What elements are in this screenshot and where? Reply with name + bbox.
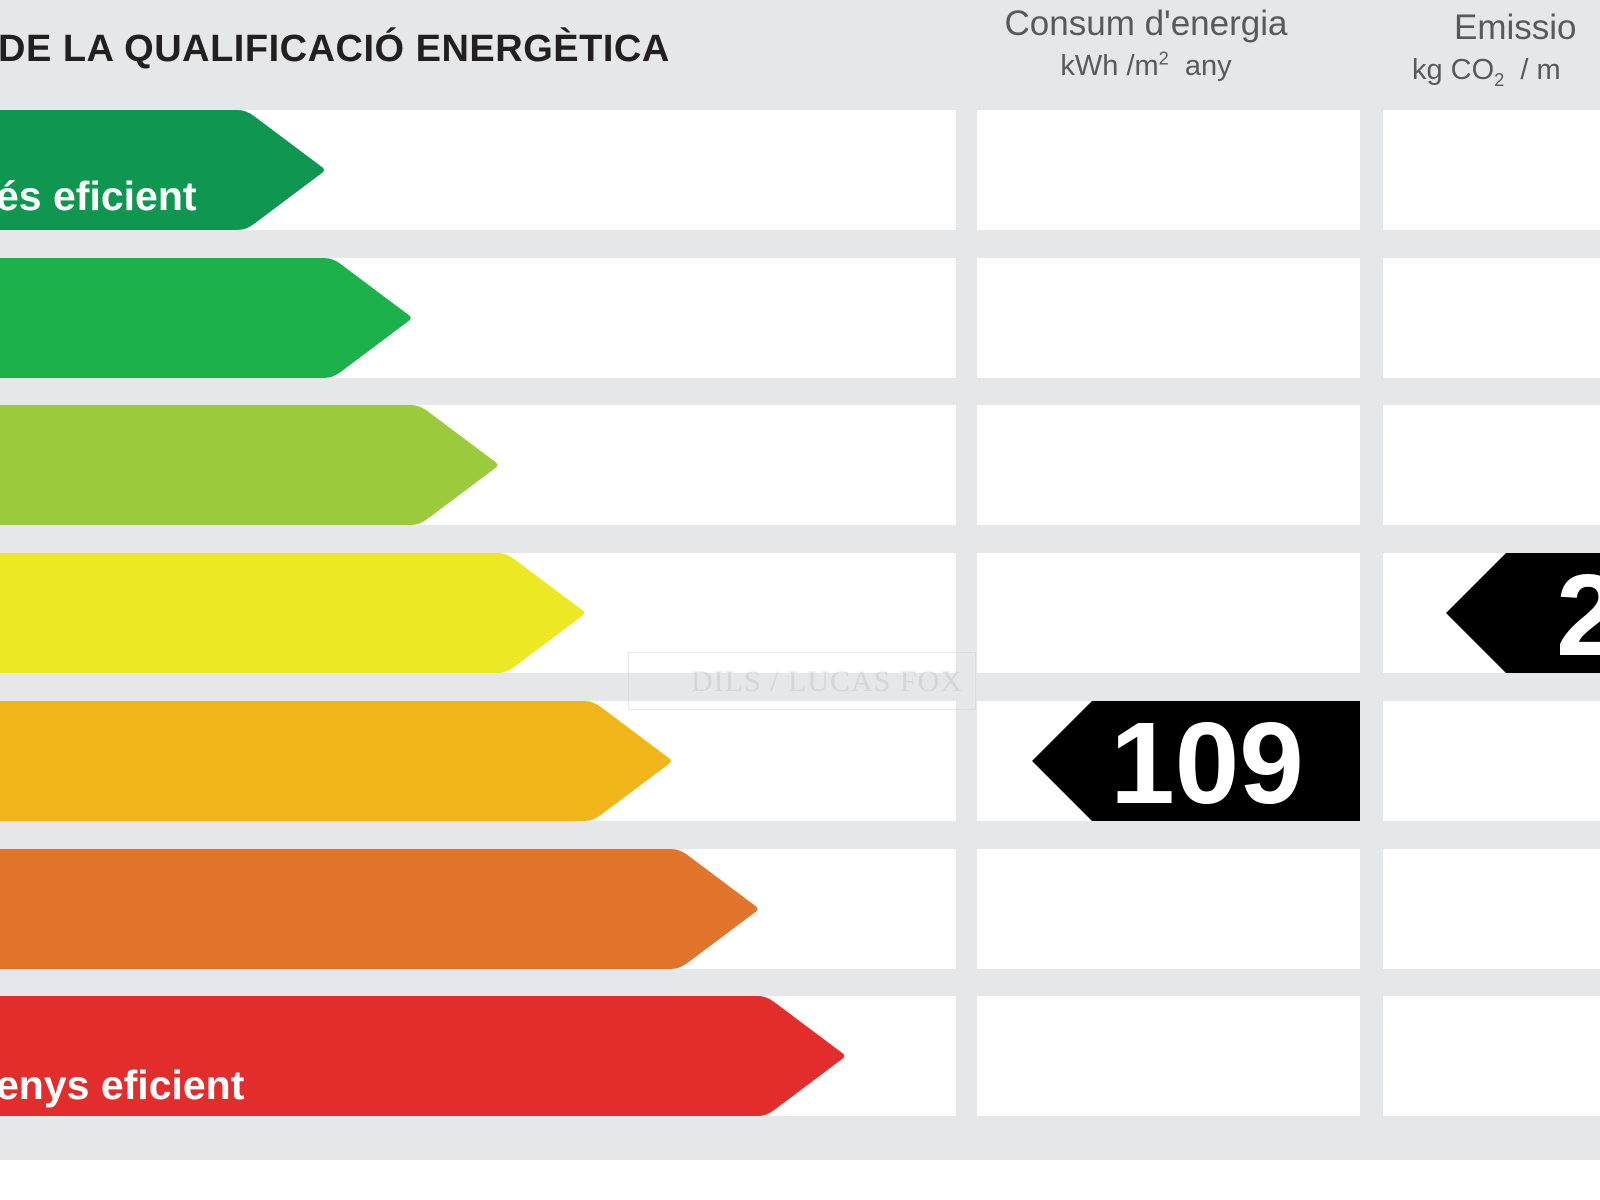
watermark: DILS / LUCAS FOX bbox=[628, 652, 976, 710]
class-arrow-6 bbox=[0, 996, 845, 1116]
row-cell-consumption bbox=[977, 849, 1360, 969]
consumption-unit-main: kWh /m bbox=[1060, 50, 1159, 82]
emissions-unit-tail: / m bbox=[1520, 54, 1561, 86]
row-cell-emissions bbox=[1383, 405, 1600, 525]
consumption-unit-tail: any bbox=[1184, 50, 1232, 82]
row-cell-consumption bbox=[977, 996, 1360, 1116]
class-arrow-2 bbox=[0, 405, 498, 525]
most-efficient-label: és eficient bbox=[0, 173, 197, 219]
row-cell-consumption bbox=[977, 553, 1360, 673]
row-cell-consumption bbox=[977, 110, 1360, 230]
consumption-title: Consum d'energia bbox=[1004, 4, 1288, 43]
row-cell-emissions bbox=[1383, 258, 1600, 378]
row-cell-consumption bbox=[977, 405, 1360, 525]
rating-value-emissions: 2 bbox=[1556, 550, 1600, 680]
class-arrow-4 bbox=[0, 701, 671, 821]
row-cell-emissions bbox=[1383, 110, 1600, 230]
consumption-unit: kWh /m2 any bbox=[958, 46, 1334, 86]
consumption-unit-sup: 2 bbox=[1158, 48, 1169, 69]
emissions-header: Emissio kg CO2 / m bbox=[1412, 6, 1577, 90]
class-arrow-0 bbox=[0, 110, 324, 230]
class-arrow-3 bbox=[0, 553, 585, 673]
row-cell-emissions bbox=[1383, 996, 1600, 1116]
row-cell-emissions bbox=[1383, 701, 1600, 821]
emissions-unit-main: kg CO bbox=[1412, 54, 1495, 86]
row-cell-consumption bbox=[977, 258, 1360, 378]
rating-arrow-consumption bbox=[1032, 701, 1360, 821]
emissions-unit: kg CO2 / m bbox=[1412, 50, 1577, 90]
rating-arrow-emissions bbox=[1446, 553, 1600, 673]
emissions-unit-sub: 2 bbox=[1494, 69, 1505, 90]
emissions-title: Emissio bbox=[1454, 8, 1577, 47]
consumption-header: Consum d'energia kWh /m2 any bbox=[958, 2, 1334, 86]
class-arrow-1 bbox=[0, 258, 411, 378]
row-cell-emissions bbox=[1383, 849, 1600, 969]
rating-value-consumption: 109 bbox=[1110, 698, 1304, 828]
least-efficient-label: enys eficient bbox=[0, 1062, 245, 1108]
label-title: DE LA QUALIFICACIÓ ENERGÈTICA bbox=[0, 28, 670, 70]
class-arrow-5 bbox=[0, 849, 758, 969]
